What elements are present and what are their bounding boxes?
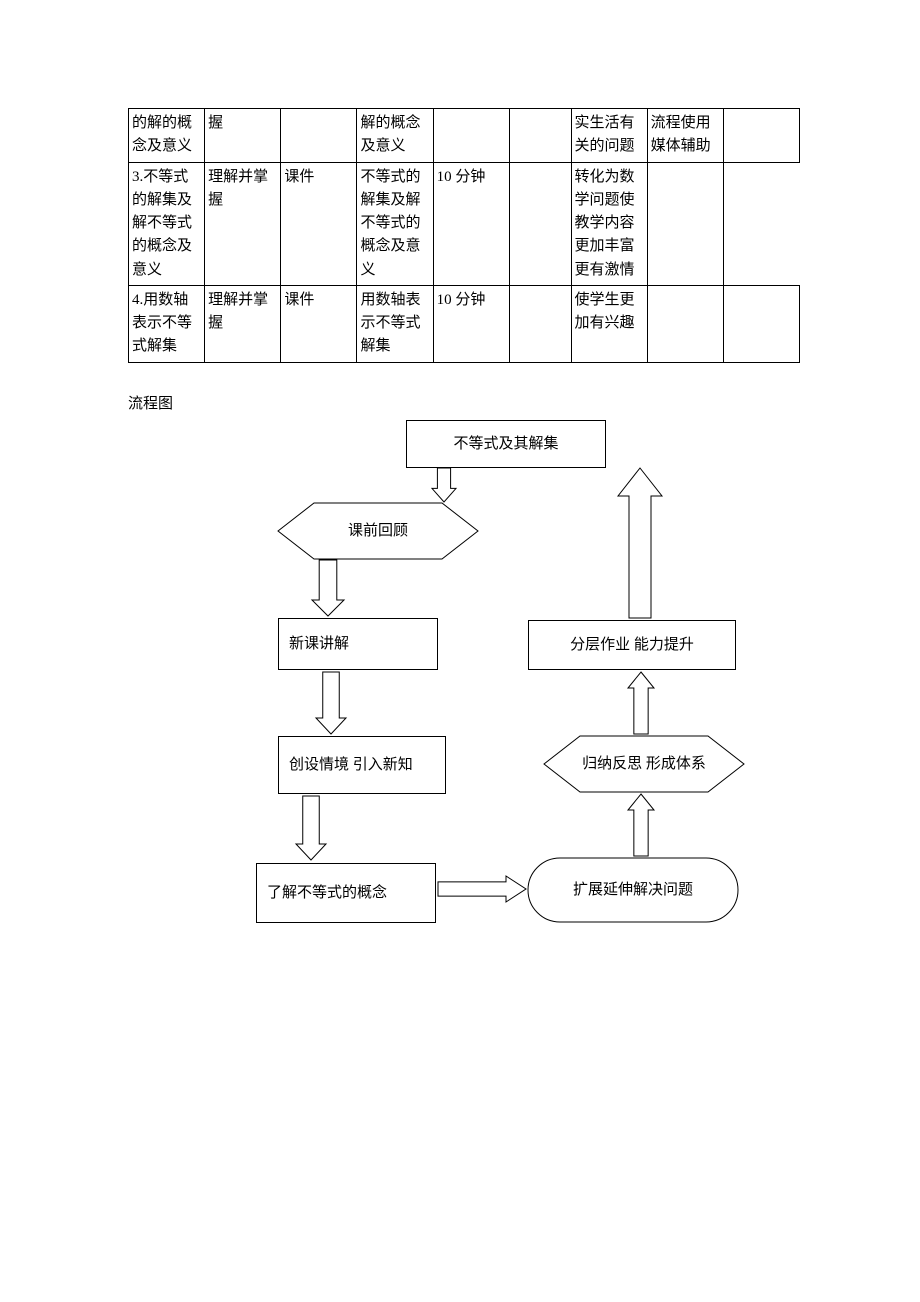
table: 的解的概念及意义握解的概念及意义实生活有关的问题流程使用媒体辅助3.不等式的解集…	[128, 108, 800, 363]
table-cell: 流程使用媒体辅助	[647, 109, 723, 163]
table-cell: 使学生更加有兴趣	[571, 285, 647, 362]
flowchart: 不等式及其解集课前回顾新课讲解创设情境 引入新知了解不等式的概念扩展延伸解决问题…	[128, 408, 800, 1008]
flow-node-review	[278, 503, 478, 559]
table-cell: 课件	[281, 285, 357, 362]
table-cell: 课件	[281, 162, 357, 285]
flow-arrow-2	[316, 672, 346, 734]
table-cell: 解的概念及意义	[357, 109, 433, 163]
table-cell: 的解的概念及意义	[129, 109, 205, 163]
table-cell	[647, 162, 723, 285]
table-cell	[433, 109, 509, 163]
table-cell: 10 分钟	[433, 285, 509, 362]
flow-arrow-3	[296, 796, 326, 860]
flow-node-lecture: 新课讲解	[278, 618, 438, 670]
table-cell: 不等式的解集及解不等式的概念及意义	[357, 162, 433, 285]
table-cell	[281, 109, 357, 163]
flow-node-homework: 分层作业 能力提升	[528, 620, 736, 670]
flow-arrow-4	[438, 876, 526, 902]
flow-arrow-1	[312, 560, 344, 616]
table-cell	[509, 109, 571, 163]
lesson-table: 的解的概念及意义握解的概念及意义实生活有关的问题流程使用媒体辅助3.不等式的解集…	[128, 108, 800, 363]
table-cell	[509, 285, 571, 362]
flow-node-reflect	[544, 736, 744, 792]
table-row: 3.不等式的解集及解不等式的概念及意义理解并掌握课件不等式的解集及解不等式的概念…	[129, 162, 800, 285]
table-cell: 3.不等式的解集及解不等式的概念及意义	[129, 162, 205, 285]
table-cell	[647, 285, 723, 362]
flow-loop-arrow	[618, 468, 662, 618]
table-cell: 实生活有关的问题	[571, 109, 647, 163]
table-cell: 理解并掌握	[205, 162, 281, 285]
table-cell: 4.用数轴表示不等式解集	[129, 285, 205, 362]
table-cell: 握	[205, 109, 281, 163]
table-cell	[509, 162, 571, 285]
table-row: 的解的概念及意义握 解的概念及意义 实生活有关的问题流程使用媒体辅助	[129, 109, 800, 163]
flow-node-title: 不等式及其解集	[406, 420, 606, 468]
flow-node-concept: 了解不等式的概念	[256, 863, 436, 923]
table-cell: 10 分钟	[433, 162, 509, 285]
flow-arrow-0	[432, 468, 456, 502]
table-cell: 转化为数学问题使教学内容更加丰富更有激情	[571, 162, 647, 285]
table-cell: 用数轴表示不等式解集	[357, 285, 433, 362]
flow-node-context: 创设情境 引入新知	[278, 736, 446, 794]
flow-arrow-6	[628, 672, 654, 734]
flow-node-extend	[528, 858, 738, 922]
table-cell: 理解并掌握	[205, 285, 281, 362]
flow-arrow-5	[628, 794, 654, 856]
table-row: 4.用数轴表示不等式解集理解并掌握课件用数轴表示不等式解集10 分钟使学生更加有…	[129, 285, 800, 362]
table-cell	[723, 109, 799, 163]
table-cell	[723, 285, 799, 362]
